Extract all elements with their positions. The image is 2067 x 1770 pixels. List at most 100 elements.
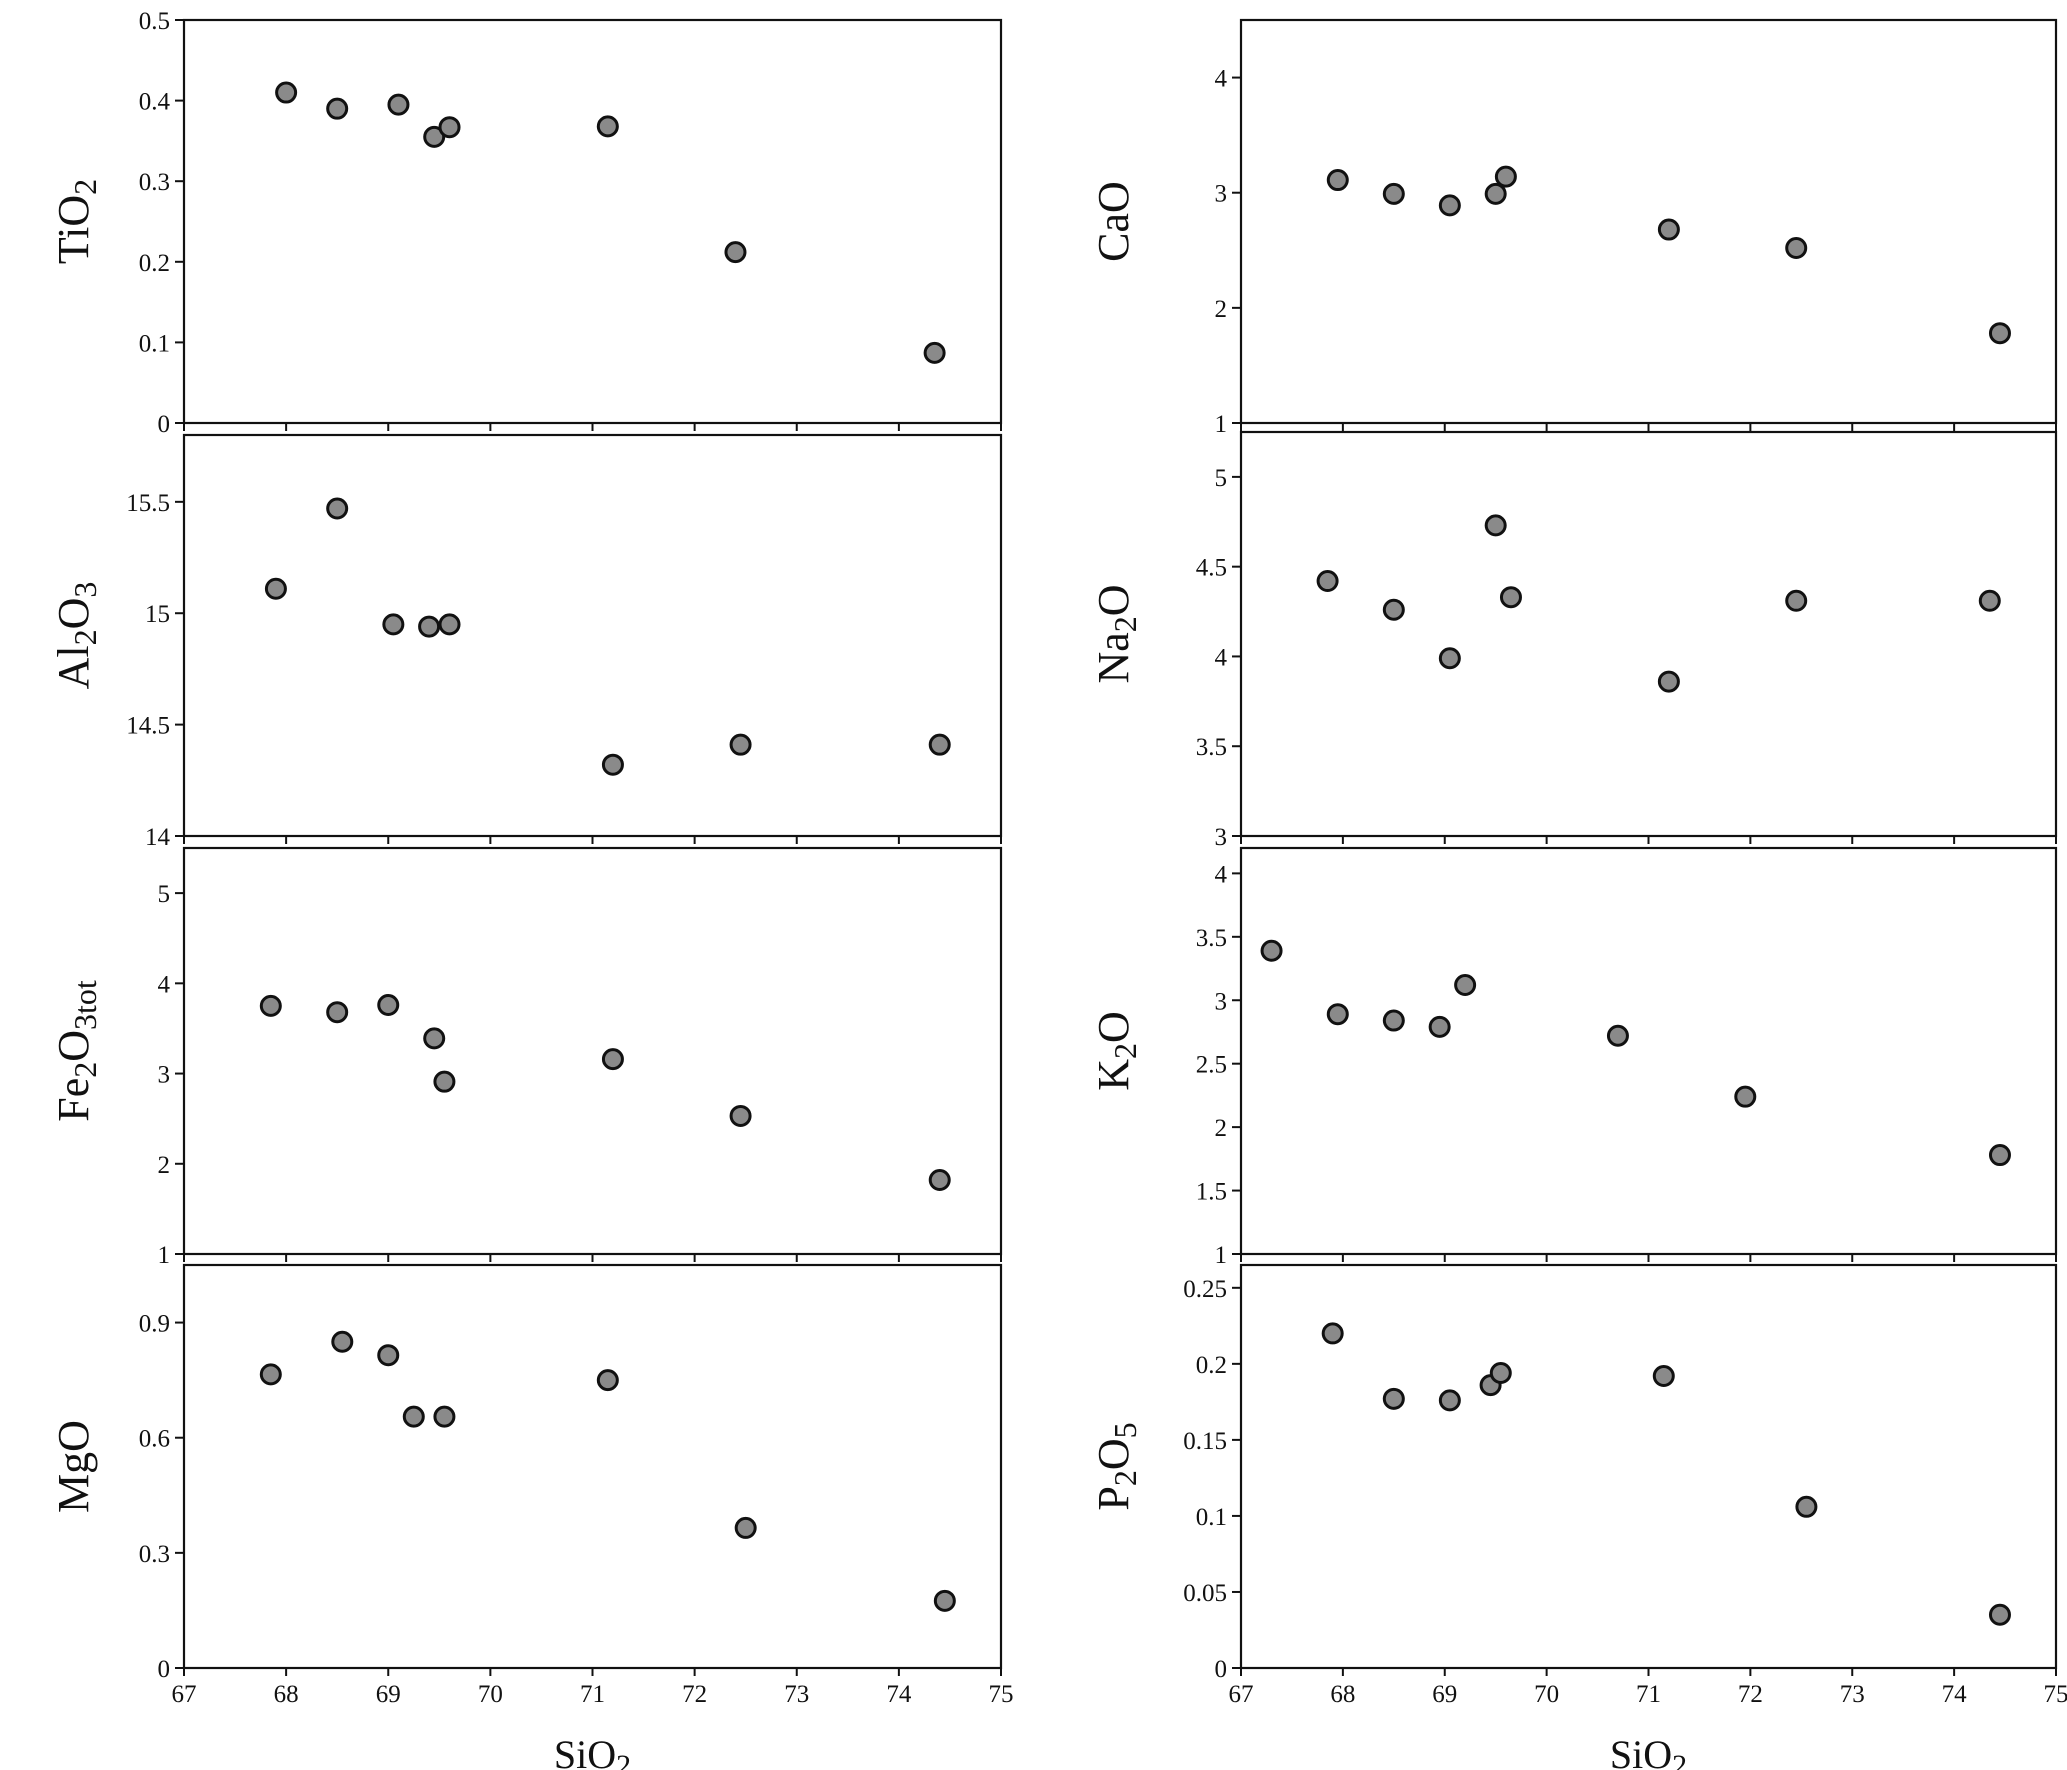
- data-point: [1484, 182, 1507, 205]
- y-tick-label: 1: [1215, 411, 1228, 438]
- y-tick-label: 0.4: [139, 89, 171, 116]
- data-point: [1494, 165, 1517, 188]
- y-tick-label: 3.5: [1196, 925, 1227, 952]
- data-point: [264, 577, 287, 600]
- data-point: [433, 1070, 456, 1093]
- plot-frame: [1239, 430, 2058, 838]
- y-axis-title: Fe2O3tot: [49, 980, 103, 1122]
- x-tick-label: 75: [2044, 1681, 2067, 1708]
- data-point: [1382, 598, 1405, 621]
- data-point: [1657, 670, 1680, 693]
- plot-frame: [1239, 846, 2058, 1256]
- scatter-panel-fe2o3tot: 1 2 3 4 5 Fe2O3tot: [49, 846, 1003, 1269]
- x-tick-label: 67: [1229, 1681, 1254, 1708]
- x-tick-label: 73: [784, 1681, 809, 1708]
- x-tick-label: 71: [580, 1681, 605, 1708]
- data-point: [259, 994, 282, 1017]
- y-tick-label: 1.5: [1196, 1179, 1227, 1206]
- y-tick-label: 3: [158, 1062, 171, 1089]
- y-tick-label: 0: [1215, 1656, 1228, 1683]
- data-point: [1657, 218, 1680, 241]
- data-point: [1734, 1085, 1757, 1108]
- data-point: [928, 1169, 951, 1192]
- x-tick-label: 68: [274, 1681, 299, 1708]
- y-tick-label: 3.5: [1196, 734, 1227, 761]
- data-point: [326, 1001, 349, 1024]
- scatter-panel-tio2: 0 0.1 0.2 0.3 0.4 0.5 TiO2: [49, 8, 1003, 438]
- y-tick-label: 0.2: [1196, 1352, 1227, 1379]
- y-tick-label: 1: [158, 1242, 171, 1269]
- y-tick-label: 0.1: [1196, 1504, 1227, 1531]
- y-tick-label: 0.3: [139, 1541, 170, 1568]
- scatter-panel-k2o: 1 1.5 2 2.5 3 3.5 4 K2O: [1089, 846, 2058, 1269]
- data-point: [1438, 194, 1461, 217]
- y-tick-label: 0.3: [139, 169, 170, 196]
- x-tick-label: 70: [478, 1681, 503, 1708]
- y-tick-label: 0.1: [139, 330, 170, 357]
- data-point: [1652, 1365, 1675, 1388]
- x-tick-label: 74: [1942, 1681, 1968, 1708]
- data-point: [259, 1363, 282, 1386]
- plot-frame: [1239, 18, 2058, 425]
- scatter-panel-na2o: 3 3.5 4 4.5 5 Na2O: [1089, 430, 2058, 851]
- data-point: [326, 497, 349, 520]
- data-point: [438, 116, 461, 139]
- data-point: [1382, 1009, 1405, 1032]
- y-tick-label: 0.5: [139, 8, 170, 35]
- y-tick-label: 15: [145, 601, 170, 628]
- data-point: [1499, 586, 1522, 609]
- x-tick-label: 70: [1534, 1681, 1559, 1708]
- y-axis-title: CaO: [1089, 181, 1138, 262]
- y-tick-label: 0.6: [139, 1426, 170, 1453]
- x-tick-label: 69: [376, 1681, 401, 1708]
- y-axis-title: P2O5: [1089, 1422, 1143, 1510]
- y-tick-label: 5: [158, 881, 171, 908]
- y-tick-label: 4: [1215, 66, 1228, 93]
- plot-frame: [182, 18, 1003, 425]
- data-point: [1978, 589, 2001, 612]
- x-axis-title: SiO2: [1610, 1732, 1687, 1770]
- data-point: [1428, 1015, 1451, 1038]
- plot-frame: [182, 846, 1003, 1256]
- data-point: [1795, 1495, 1818, 1518]
- data-point: [1438, 1389, 1461, 1412]
- x-tick-label: 71: [1636, 1681, 1661, 1708]
- data-point: [382, 613, 405, 636]
- data-point: [1785, 589, 1808, 612]
- data-point: [596, 115, 619, 138]
- data-point: [1785, 236, 1808, 259]
- x-tick-label: 72: [682, 1681, 707, 1708]
- data-point: [596, 1369, 619, 1392]
- y-tick-label: 3: [1215, 824, 1228, 851]
- y-tick-label: 5: [1215, 465, 1228, 492]
- data-point: [1489, 1361, 1512, 1384]
- plot-frame: [182, 433, 1003, 838]
- y-axis-title: Na2O: [1089, 584, 1143, 683]
- y-tick-label: 2: [1215, 1115, 1228, 1142]
- scatter-panel-p2o5: 0 0.05 0.1 0.15 0.2 0.25 67 68 69 70 71 72 73 74 75 SiO…: [1089, 1263, 2067, 1770]
- x-tick-label: 74: [886, 1681, 912, 1708]
- y-tick-label: 0: [158, 1656, 171, 1683]
- y-axis-title: Al2O3: [49, 582, 103, 690]
- y-tick-label: 4: [158, 971, 171, 998]
- y-tick-label: 0.2: [139, 250, 170, 277]
- x-axis-title: SiO2: [554, 1732, 631, 1770]
- data-point: [387, 93, 410, 116]
- data-point: [377, 993, 400, 1016]
- y-tick-label: 4: [1215, 644, 1228, 671]
- data-point: [275, 81, 298, 104]
- data-point: [433, 1405, 456, 1428]
- data-point: [326, 97, 349, 120]
- data-point: [1326, 169, 1349, 192]
- y-axis-title: K2O: [1089, 1011, 1143, 1091]
- data-point: [1321, 1322, 1344, 1345]
- x-tick-label: 67: [172, 1681, 197, 1708]
- y-tick-label: 4: [1215, 861, 1228, 888]
- data-point: [377, 1344, 400, 1367]
- data-point: [402, 1405, 425, 1428]
- y-tick-label: 14: [145, 824, 171, 851]
- data-point: [1326, 1003, 1349, 1026]
- y-tick-label: 2: [1215, 296, 1228, 323]
- y-tick-label: 3: [1215, 988, 1228, 1015]
